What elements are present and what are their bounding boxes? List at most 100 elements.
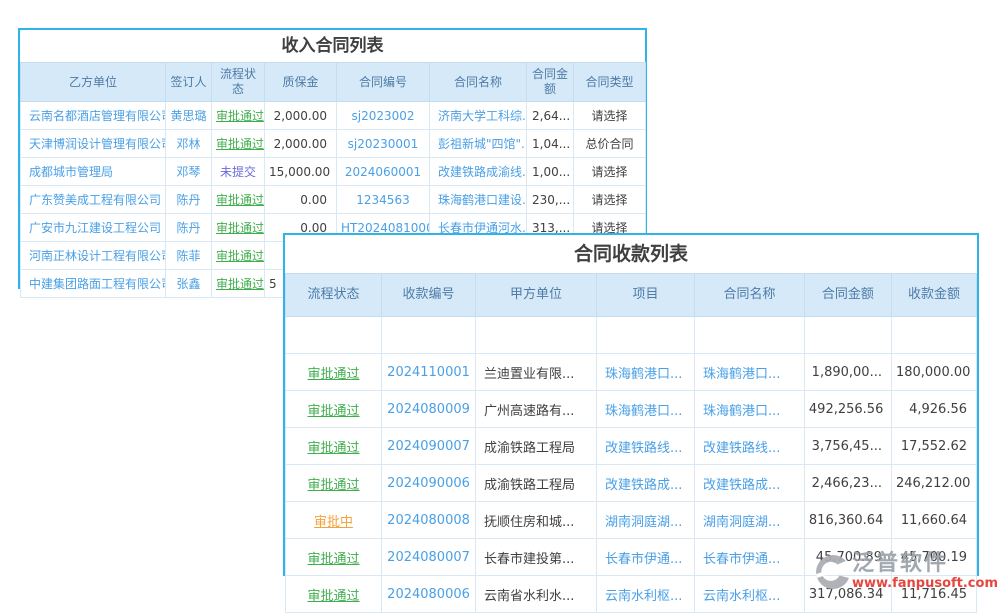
cell-signer[interactable]: 邓林 bbox=[165, 129, 212, 158]
cell-signer[interactable]: 黄思璐 bbox=[165, 101, 212, 130]
table-row: 天津博润设计管理有限公司 邓林 审批通过 2,000.00 sj20230001 彭祖新城… bbox=[20, 129, 646, 158]
cell-project[interactable]: 改建铁路成... bbox=[595, 464, 696, 502]
cell-retention: 15,000.00 bbox=[264, 157, 337, 186]
cell-party-b[interactable]: 河南正林设计工程有限公司 bbox=[20, 241, 166, 270]
cell-contract-amount: 45,700.89 bbox=[803, 538, 892, 576]
cell-project[interactable]: 珠海鹤港口... bbox=[595, 353, 696, 391]
cell-contract-name[interactable]: 珠海鹤港口... bbox=[694, 390, 805, 428]
col-party-b: 乙方单位 bbox=[20, 62, 166, 102]
cell-party-a: 广州高速路有... bbox=[475, 390, 597, 428]
fanpu-logo-icon bbox=[812, 554, 852, 594]
cell-contract-name[interactable]: 珠海鹤港口建设... bbox=[429, 185, 527, 214]
cell-flow-status[interactable]: 审批通过 bbox=[211, 101, 265, 130]
cell-flow-status[interactable]: 审批通过 bbox=[211, 129, 265, 158]
cell-receipt-no[interactable]: 2024090006 bbox=[381, 464, 477, 502]
cell-receipt-no[interactable]: 2024080009 bbox=[381, 390, 477, 428]
cell-flow-status[interactable]: 审批中 bbox=[284, 501, 383, 539]
col-contract-amount: 合同金额 bbox=[526, 62, 574, 102]
cell-contract-name[interactable]: 云南水利枢... bbox=[694, 575, 805, 613]
cell-contract-no[interactable]: 1234563 bbox=[336, 185, 430, 214]
cell-signer[interactable]: 陈丹 bbox=[165, 213, 212, 242]
cell-party-b[interactable]: 成都城市管理局 bbox=[20, 157, 166, 186]
income-contracts-table: 乙方单位 签订人 流程状态 质保金 合同编号 合同名称 合同金额 合同类型 云南名都酒店管理有… bbox=[20, 62, 646, 298]
cell-contract-amount: 1,04... bbox=[526, 129, 574, 158]
cell-contract-no[interactable]: sj20230001 bbox=[336, 129, 430, 158]
col-contract-name: 合同名称 bbox=[694, 273, 805, 317]
table-row: 审批通过 2024080007 长春市建投第... 长春市伊通... 长春市伊通... 4… bbox=[284, 538, 978, 576]
col-receipt-amount: 收款金额 bbox=[890, 273, 978, 317]
col-project: 项目 bbox=[595, 273, 696, 317]
cell-party-b[interactable]: 云南名都酒店管理有限公司 bbox=[20, 101, 166, 130]
table-row: 审批通过 2024090006 成渝铁路工程局 改建铁路成... 改建铁路成... 2,4… bbox=[284, 464, 978, 502]
table-row: 审批中 2024080008 抚顺住房和城... 湖南洞庭湖... 湖南洞庭湖... 81… bbox=[284, 501, 978, 539]
cell-flow-status[interactable]: 审批通过 bbox=[211, 269, 265, 298]
cell-signer[interactable]: 陈菲 bbox=[165, 241, 212, 270]
cell-party-b[interactable]: 广东赞美成工程有限公司 bbox=[20, 185, 166, 214]
contract-receipts-table: 流程状态 收款编号 甲方单位 项目 合同名称 合同金额 收款金额 审批通过 202411000… bbox=[284, 273, 978, 613]
contract-receipt-list-window: 合同收款列表 流程状态 收款编号 甲方单位 项目 合同名称 合同金额 收款金额 审批通过 20… bbox=[283, 233, 979, 613]
spacer-row bbox=[284, 316, 978, 354]
cell-receipt-no[interactable]: 2024090007 bbox=[381, 427, 477, 465]
cell-project[interactable]: 云南水利枢... bbox=[595, 575, 696, 613]
cell-receipt-no[interactable]: 2024110001 bbox=[381, 353, 477, 391]
cell-receipt-amount: 246,212.00 bbox=[890, 464, 978, 502]
cell-flow-status[interactable]: 审批通过 bbox=[284, 390, 383, 428]
cell-signer[interactable]: 陈丹 bbox=[165, 185, 212, 214]
cell-contract-type: 请选择 bbox=[573, 157, 646, 186]
cell-receipt-no[interactable]: 2024080006 bbox=[381, 575, 477, 613]
cell-flow-status[interactable]: 审批通过 bbox=[211, 241, 265, 270]
cell-receipt-amount: 180,000.00 bbox=[890, 353, 978, 391]
table-row: 审批通过 2024110001 兰迪置业有限... 珠海鹤港口... 珠海鹤港口... 1… bbox=[284, 353, 978, 391]
cell-contract-name[interactable]: 改建铁路线... bbox=[694, 427, 805, 465]
cell-receipt-no[interactable]: 2024080008 bbox=[381, 501, 477, 539]
cell-project[interactable]: 改建铁路线... bbox=[595, 427, 696, 465]
cell-contract-type: 请选择 bbox=[573, 185, 646, 214]
cell-project[interactable]: 珠海鹤港口... bbox=[595, 390, 696, 428]
cell-project[interactable]: 长春市伊通... bbox=[595, 538, 696, 576]
cell-contract-name[interactable]: 改建铁路成... bbox=[694, 464, 805, 502]
watermark: 泛普软件 www.fanpusoft.com bbox=[812, 552, 998, 594]
cell-party-a: 云南省水利水... bbox=[475, 575, 597, 613]
watermark-brand: 泛普软件 bbox=[851, 551, 948, 576]
watermark-url: www.fanpusoft.com bbox=[851, 576, 998, 591]
col-party-a: 甲方单位 bbox=[475, 273, 597, 317]
cell-contract-name[interactable]: 彭祖新城"四馆"... bbox=[429, 129, 527, 158]
cell-flow-status[interactable]: 审批通过 bbox=[284, 538, 383, 576]
cell-signer[interactable]: 张鑫 bbox=[165, 269, 212, 298]
income-contracts-title: 收入合同列表 bbox=[20, 30, 645, 62]
cell-receipt-amount: 4,926.56 bbox=[890, 390, 978, 428]
cell-retention: 2,000.00 bbox=[264, 129, 337, 158]
cell-contract-name[interactable]: 珠海鹤港口... bbox=[694, 353, 805, 391]
cell-contract-no[interactable]: 2024060001 bbox=[336, 157, 430, 186]
cell-party-b[interactable]: 广安市九江建设工程公司 bbox=[20, 213, 166, 242]
cell-signer[interactable]: 邓琴 bbox=[165, 157, 212, 186]
cell-party-a: 长春市建投第... bbox=[475, 538, 597, 576]
col-contract-name: 合同名称 bbox=[429, 62, 527, 102]
receipts-title: 合同收款列表 bbox=[285, 235, 977, 273]
cell-receipt-amount: 11,660.64 bbox=[890, 501, 978, 539]
cell-party-a: 成渝铁路工程局 bbox=[475, 464, 597, 502]
cell-flow-status[interactable]: 审批通过 bbox=[284, 575, 383, 613]
cell-contract-name[interactable]: 湖南洞庭湖... bbox=[694, 501, 805, 539]
cell-contract-name[interactable]: 济南大学工科综... bbox=[429, 101, 527, 130]
cell-receipt-no[interactable]: 2024080007 bbox=[381, 538, 477, 576]
cell-flow-status[interactable]: 审批通过 bbox=[284, 464, 383, 502]
cell-contract-name[interactable]: 改建铁路成渝线... bbox=[429, 157, 527, 186]
cell-party-b[interactable]: 天津博润设计管理有限公司 bbox=[20, 129, 166, 158]
cell-party-b[interactable]: 中建集团路面工程有限公司 bbox=[20, 269, 166, 298]
col-flow-status: 流程状态 bbox=[284, 273, 383, 317]
cell-contract-amount: 1,00... bbox=[526, 157, 574, 186]
table-row: 云南名都酒店管理有限公司 黄思璐 审批通过 2,000.00 sj2023002 济南大学… bbox=[20, 101, 646, 130]
cell-contract-name[interactable]: 长春市伊通... bbox=[694, 538, 805, 576]
cell-flow-status[interactable]: 审批通过 bbox=[211, 213, 265, 242]
cell-contract-no[interactable]: sj2023002 bbox=[336, 101, 430, 130]
cell-contract-type: 请选择 bbox=[573, 101, 646, 130]
col-contract-amount: 合同金额 bbox=[803, 273, 892, 317]
cell-project[interactable]: 湖南洞庭湖... bbox=[595, 501, 696, 539]
cell-flow-status[interactable]: 审批通过 bbox=[211, 185, 265, 214]
cell-flow-status[interactable]: 审批通过 bbox=[284, 353, 383, 391]
cell-retention: 2,000.00 bbox=[264, 101, 337, 130]
cell-flow-status[interactable]: 审批通过 bbox=[284, 427, 383, 465]
cell-flow-status[interactable]: 未提交 bbox=[211, 157, 265, 186]
cell-receipt-amount: 45,700.19 bbox=[890, 538, 978, 576]
